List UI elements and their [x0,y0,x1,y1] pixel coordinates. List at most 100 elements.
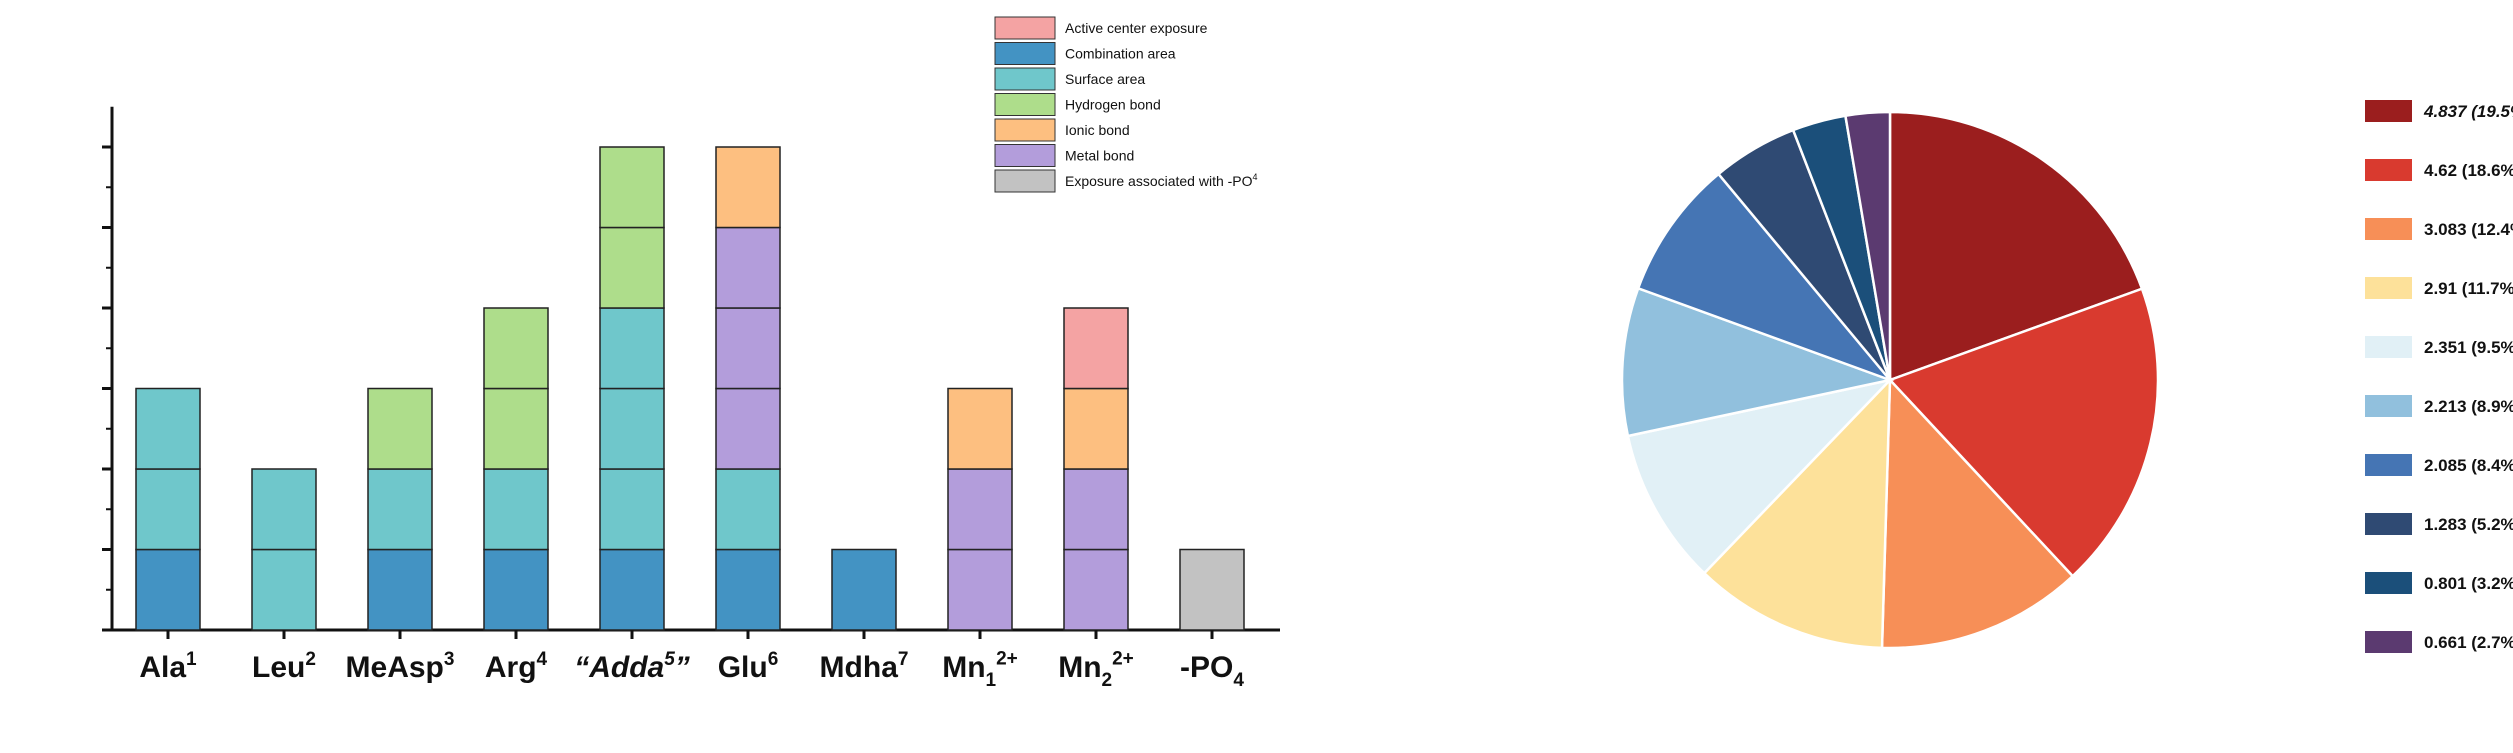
legend-label: Metal bond [1065,148,1134,164]
bar-segment [1063,548,1129,631]
pie-slice [1843,110,1892,381]
bar-segment [599,146,665,229]
x-tick-label: “Adda5” [574,649,690,684]
label-sup: 2+ [1112,648,1134,669]
legend-label-text: Metal bond [1065,148,1134,164]
bar-segment [715,226,781,309]
legend-swatch [2365,513,2412,535]
bar-segment [715,387,781,470]
bar-segment [367,468,433,551]
bar-segment [1063,387,1129,470]
legend-label: 2.213 (8.9%)3 [2424,396,2513,416]
x-tick-label: Leu2 [252,649,316,684]
pie-slice [1626,377,1894,575]
label-main: MeAsp [346,651,444,684]
bar-segment [135,387,201,470]
label-sup: 4 [537,649,548,670]
legend-label: Active center exposure [1065,20,1208,36]
legend-label-text: Surface area [1065,71,1145,87]
legend-label-text: Ionic bond [1065,122,1130,138]
pie-slice [1702,376,1892,650]
legend-label: Surface area [1065,71,1145,87]
bar-segment [1063,468,1129,551]
bar-segment [947,468,1013,551]
legend-swatch [994,144,1056,167]
bar-segment [947,387,1013,470]
legend-label: 3.083 (12.4%)4 [2424,219,2513,239]
label-main: 1.283 (5.2%) [2424,515,2513,534]
label-main: Arg [485,651,537,684]
label-sub: 4 [1233,670,1244,691]
x-tick-label: Ala1 [139,649,197,684]
legend-swatch [994,169,1056,193]
legend-label-text: Hydrogen bond [1065,97,1161,113]
x-tick-label: Mn22+​ [1058,648,1134,691]
legend-label: Hydrogen bond [1065,97,1161,113]
bar-segment [599,468,665,551]
legend-label-text: Exposure associated with -PO [1065,173,1253,189]
bar-segment [599,307,665,390]
bar-segment [831,548,897,631]
x-tick-label: MeAsp3 [346,649,455,684]
label-main: 3.083 (12.4%) [2424,220,2513,239]
legend-swatch [2365,100,2412,122]
legend-label: Combination area [1065,46,1176,62]
label-sup: 5 [664,649,675,670]
legend-swatch [2365,218,2412,240]
legend-label: 4.837 (19.5%)5” [2423,101,2513,121]
legend-swatch [2365,631,2412,653]
label-sup: 1 [186,649,197,670]
bar-segment [135,468,201,551]
label-main: Glu [718,651,768,684]
x-tick-label: Mn12+​ [942,648,1018,691]
bar-segment [367,548,433,631]
x-tick-label: Glu6 [718,649,779,684]
legend-label: Ionic bond [1065,122,1130,138]
label-main: 0.661 (2.7%) [2424,633,2513,652]
legend-label: 4.62 (18.6%)6 [2424,160,2513,180]
label-sup: 7 [898,649,909,670]
legend-swatch [994,16,1056,40]
legend-swatch [2365,454,2412,476]
legend-label-sup: 4 [1253,172,1258,182]
x-tick-label: Mdha7 [820,649,909,684]
legend-swatch [2365,395,2412,417]
label-main: 2.085 (8.4%) [2424,456,2513,475]
legend-label: Exposure associated with -PO4 [1065,172,1258,189]
bar-segment [715,548,781,631]
x-tick-label: Arg4 [485,649,548,684]
bar-segment [483,387,549,470]
label-main: 2.91 (11.7%) [2424,279,2513,298]
bar-segment [715,468,781,551]
label-sup: 6 [768,649,779,670]
legend-swatch [2365,572,2412,594]
bar-segment [483,468,549,551]
legend-swatch [994,93,1056,116]
label-main: Mn [1058,651,1101,684]
bar-segment [715,307,781,390]
bar-segment [483,307,549,390]
label-main: 2.213 (8.9%) [2424,397,2513,416]
bar-segment [1063,307,1129,390]
pie-slice [1880,376,2075,650]
legend-label: 0.801 (3.2%)4 [2424,574,2513,597]
label-main: 4.837 (19.5%) [2423,102,2513,121]
bar-segment [599,226,665,309]
bar-segment [135,548,201,631]
label-main: Mdha [820,651,899,684]
legend-label: 0.661 (2.7%)7 [2424,632,2513,652]
bar-segment [251,548,317,631]
bar-segment [367,387,433,470]
bar-segment [599,387,665,470]
label-main: 4.62 (18.6%) [2424,161,2513,180]
legend-swatch [994,42,1056,65]
label-main: 2.351 (9.5%) [2424,338,2513,357]
bar-segment [947,548,1013,631]
legend-swatch [994,118,1056,142]
label-main: -PO [1180,651,1233,684]
legend-label: 2.351 (9.5%)1 [2424,337,2513,357]
label-main: Leu [252,651,305,684]
bar-segment [715,146,781,229]
label-main: Ala [139,651,186,684]
legend-label: 2.085 (8.4%)12+​ [2424,455,2513,479]
